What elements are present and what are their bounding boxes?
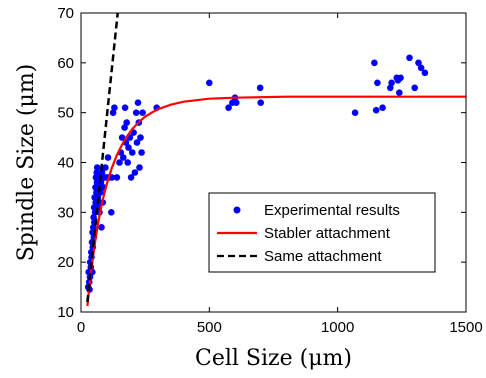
data-point [133,139,141,146]
plot-area [84,13,466,307]
data-point [387,84,394,92]
data-point [113,174,121,181]
data-point [417,64,425,72]
data-point [134,99,142,106]
data-point [116,159,123,166]
data-point [129,149,136,156]
data-point [138,149,145,156]
data-point [93,164,101,171]
legend-label-experimental-results: Experimental results [264,202,400,219]
data-point [415,59,422,67]
data-point [93,169,100,176]
data-point [98,169,106,176]
data-point [90,224,97,231]
data-point [136,164,143,171]
data-point [132,109,140,116]
legend-label-same-attachment: Same attachment [264,248,382,265]
data-point [233,99,240,106]
data-point [139,109,146,116]
data-point [396,89,403,96]
data-point [124,159,131,166]
data-point [379,104,386,111]
data-point [109,109,117,116]
x-tick-label: 500 [197,319,222,336]
data-point [388,79,395,87]
data-point [118,134,126,141]
x-tick-label: 1000 [321,319,354,336]
data-point [108,209,115,216]
data-point [127,174,135,181]
data-point [411,84,419,92]
data-point [206,79,213,87]
y-tick-label: 40 [57,155,74,172]
data-point [372,106,380,114]
data-point [374,79,381,87]
legend-label-stabler-attachment: Stabler attachment [264,225,391,242]
data-point [120,154,127,161]
x-tick-label: 0 [77,319,85,336]
data-point [397,74,404,82]
x-axis-title: Cell Size (μm) [195,346,352,371]
y-tick-label: 50 [57,105,74,122]
data-point [104,154,112,161]
y-tick-label: 30 [57,204,74,221]
data-point [406,54,413,62]
y-axis-title: Spindle Size (μm) [14,64,39,262]
y-tick-label: 70 [57,5,74,22]
data-point [421,69,429,77]
data-point [257,99,265,106]
data-point [225,104,232,111]
legend: Experimental results Stabler attachment Sa… [208,192,436,273]
data-point [256,84,264,92]
data-point [111,104,118,111]
data-point [102,164,109,171]
data-point [123,119,130,126]
data-point [137,134,144,141]
data-point [98,224,105,231]
y-tick-label: 60 [57,55,74,72]
data-point [125,144,132,151]
data-point [121,124,128,131]
x-tick-label: 1500 [449,319,482,336]
data-point [351,109,359,116]
same-attachment-line [86,13,119,303]
data-point [131,169,139,176]
data-point [121,104,129,111]
data-point [371,59,378,67]
y-tick-label: 10 [57,304,74,321]
y-tick-label: 20 [57,254,74,271]
stabler-attachment-line [86,95,466,307]
legend-marker-experimental-results [233,206,241,214]
